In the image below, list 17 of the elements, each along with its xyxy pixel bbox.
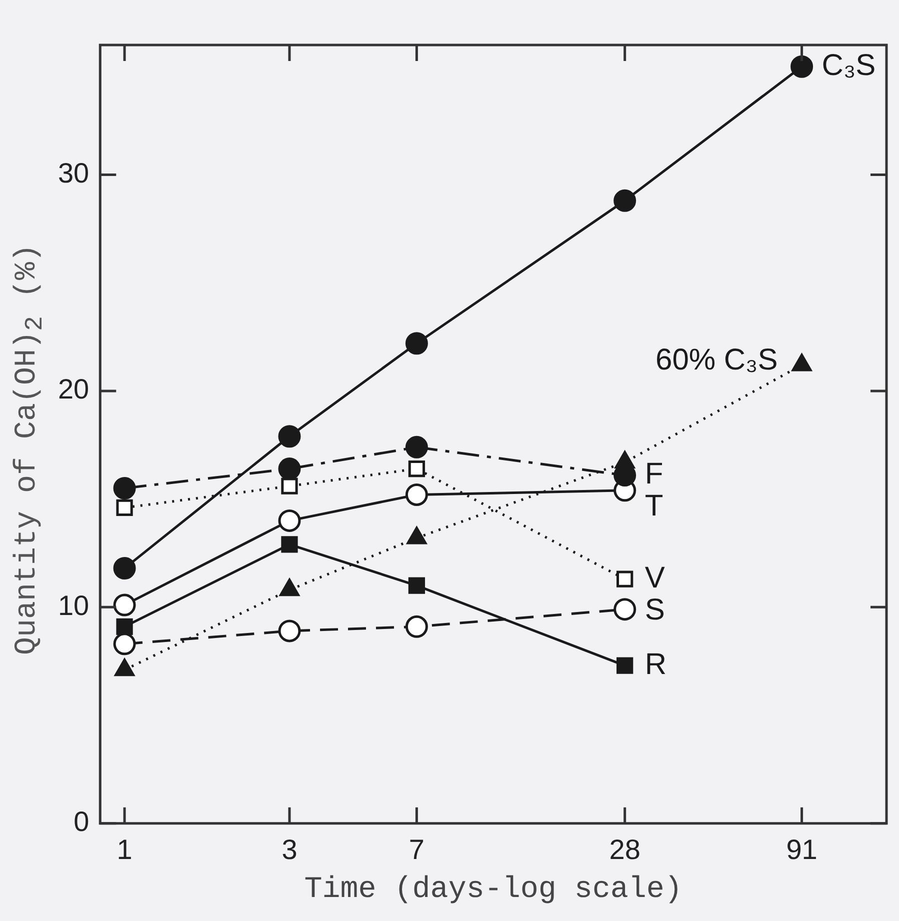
series-label: F — [644, 458, 664, 491]
x-tick-label: 28 — [609, 834, 640, 865]
x-tick-label: 3 — [282, 834, 298, 865]
x-tick-label: 1 — [116, 834, 132, 865]
y-tick-label: 10 — [58, 590, 90, 621]
series-label: T — [644, 490, 664, 523]
series-label: 60% C₃S — [656, 343, 778, 376]
x-axis-title: Time (days-log scale) — [304, 872, 682, 907]
series-label: S — [644, 593, 665, 626]
series-label: C₃S — [822, 48, 876, 82]
series-label: R — [644, 648, 666, 681]
x-tick-label: 91 — [786, 834, 818, 865]
y-tick-label: 30 — [58, 157, 90, 188]
x-tick-label: 7 — [408, 834, 424, 865]
series-label: V — [644, 561, 665, 594]
y-tick-label: 0 — [74, 806, 90, 838]
y-tick-label: 20 — [58, 374, 90, 405]
